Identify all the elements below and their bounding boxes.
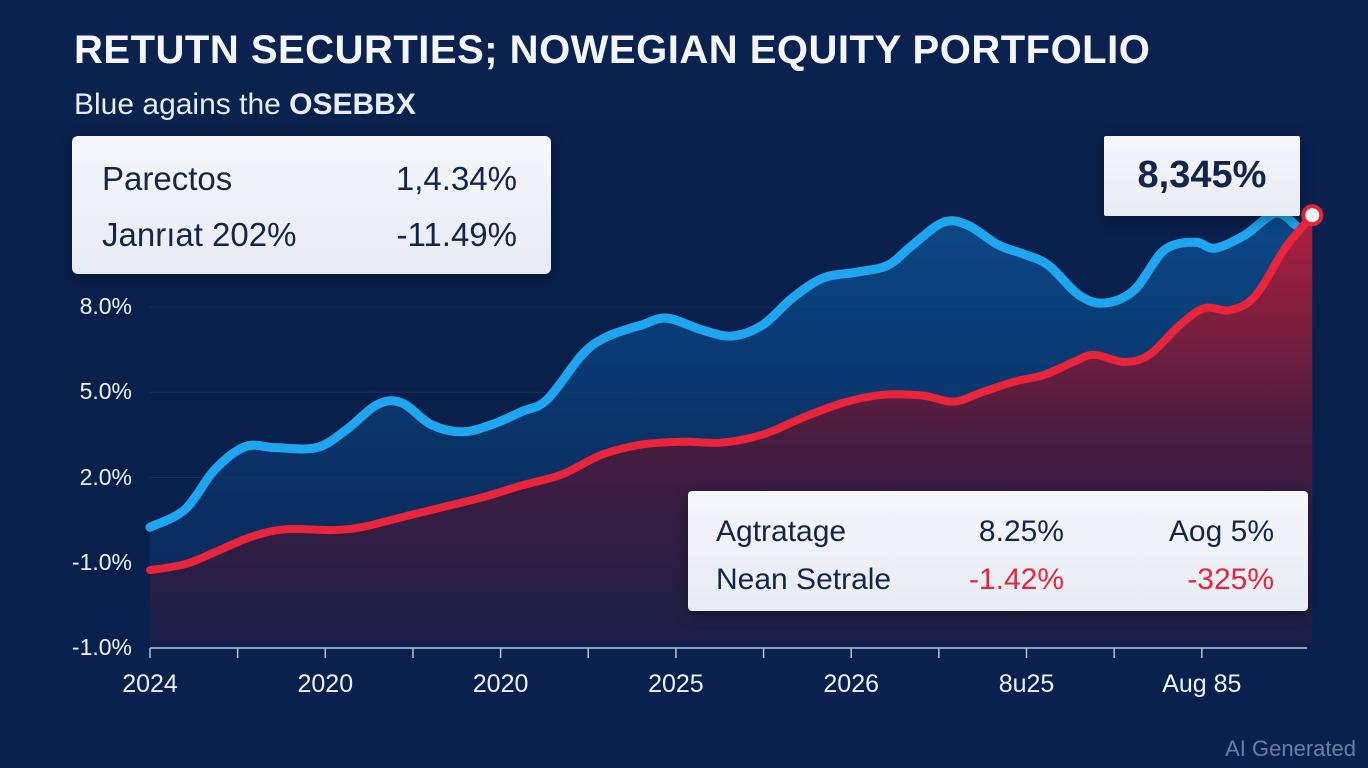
- y-tick-label: -1.0%: [71, 548, 132, 575]
- stats-value-1: 8.25%: [978, 515, 1064, 548]
- end-point-marker[interactable]: [1301, 204, 1324, 227]
- y-tick-label: 5.0%: [79, 378, 132, 405]
- x-axis: [149, 647, 1307, 658]
- subtitle-text: Blue agains the: [74, 88, 290, 121]
- y-tick-label: 2.0%: [79, 463, 132, 490]
- stats-card: Agtratage 8.25% Aog 5% Nean Setrale -1.4…: [688, 491, 1308, 611]
- summary-label: Parectos: [102, 160, 233, 197]
- x-tick-label: 2024: [122, 670, 178, 698]
- stats-value-2: -325%: [1187, 563, 1274, 596]
- summary-label: Janrıat 202%: [102, 216, 297, 253]
- x-tick-label: Aug 85: [1162, 670, 1242, 698]
- y-tick-label: 8.0%: [79, 293, 132, 319]
- x-tick-label: 2020: [472, 670, 529, 698]
- x-tick-label: 2025: [648, 670, 704, 698]
- x-tick-label: 2020: [297, 670, 354, 698]
- summary-card: Parectos 1,4.34% Janrıat 202% -11.49%: [72, 136, 551, 274]
- callout-value: 8,345%: [1137, 154, 1267, 196]
- summary-row: Janrıat 202% -11.49%: [102, 216, 517, 254]
- summary-row: Parectos 1,4.34%: [102, 160, 517, 198]
- stats-label: Nean Setrale: [716, 563, 892, 596]
- portfolio-line: [145, 208, 1301, 532]
- x-tick-label: 2026: [823, 670, 880, 698]
- summary-value: 1,4.34%: [395, 160, 517, 197]
- stats-value-1: -1.42%: [968, 563, 1064, 596]
- watermark: AI Generated: [1225, 736, 1356, 761]
- stats-value-2: Aog 5%: [1168, 515, 1274, 548]
- stats-label: Agtratage: [716, 515, 847, 548]
- callout-box: 8,345%: [1104, 136, 1300, 216]
- chart-title: RETUTN SECURTIES; NOWEGIAN EQUITY PORTFO…: [74, 28, 1151, 72]
- benchmark-line: [146, 211, 1317, 575]
- summary-value: -11.49%: [396, 216, 517, 253]
- chart-subtitle: Blue agains the OSEBBX: [74, 88, 416, 122]
- x-tick-label: 8u25: [998, 670, 1055, 698]
- subtitle-benchmark: OSEBBX: [289, 88, 416, 121]
- y-tick-label: -1.0%: [71, 634, 132, 660]
